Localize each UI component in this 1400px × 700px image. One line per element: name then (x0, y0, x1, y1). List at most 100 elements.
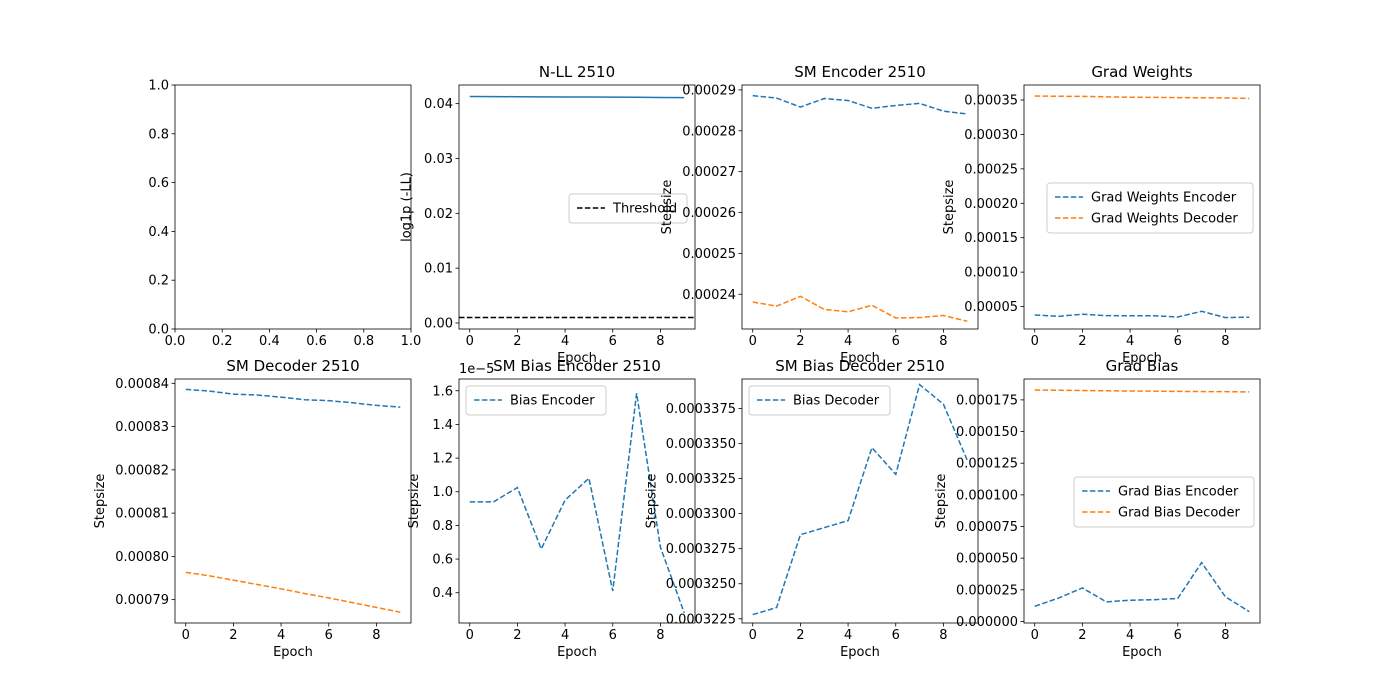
x-tick-label: 8 (656, 334, 664, 349)
y-tick-label: 0.0003325 (666, 472, 736, 487)
x-axis-label: Epoch (840, 645, 880, 660)
y-tick-label: 1.0 (432, 485, 453, 500)
x-tick-label: 6 (1174, 628, 1182, 643)
y-tick-label: 0.000100 (956, 488, 1018, 503)
subplot-6: 0 2 4 6 8 0.4 0.6 0.8 1.0 1.2 1.4 1.6 SM Bias Encode… (407, 357, 696, 660)
x-tick-label: 2 (513, 334, 521, 349)
x-tick-label: 6 (892, 628, 900, 643)
x-tick-label: 2 (1078, 628, 1086, 643)
y-tick-label: 0.00035 (964, 94, 1018, 109)
y-axis-label: Stepsize (645, 474, 660, 529)
subplot-title: SM Bias Decoder 2510 (775, 357, 945, 375)
series-line-1 (185, 388, 401, 408)
y-tick-label: 1.4 (432, 418, 453, 433)
y-tick-label: 0.00005 (964, 300, 1018, 315)
series-line-2 (1034, 389, 1250, 393)
x-tick-label: 8 (939, 334, 947, 349)
x-axis-label: Epoch (557, 351, 597, 366)
x-axis-label: Epoch (273, 645, 313, 660)
x-tick-label: 6 (609, 628, 617, 643)
x-tick-label: 6 (892, 334, 900, 349)
x-axis-label: Epoch (1122, 351, 1162, 366)
x-tick-label: 2 (1078, 334, 1086, 349)
x-tick-label: 0.8 (353, 334, 374, 349)
y-tick-label: 0.00 (424, 316, 453, 331)
subplot-2: 0 2 4 6 8 0.00 0.01 0.02 0.03 0.04 N-LL 2510 Epoch l… (400, 63, 696, 366)
x-tick-label: 0 (466, 334, 474, 349)
y-tick-label: 0.04 (424, 97, 453, 112)
y-tick-label: 0.0003300 (666, 507, 736, 522)
y-tick-label: 0.000050 (956, 552, 1018, 567)
subplot-5: 0 2 4 6 8 0.00079 0.00080 0.00081 0.00082 0.00083… (93, 357, 412, 660)
y-tick-label: 0.0003225 (666, 612, 736, 627)
x-tick-label: 0 (182, 628, 190, 643)
y-tick-label: 0.00025 (682, 247, 736, 262)
x-tick-label: 2 (513, 628, 521, 643)
axes-frame (741, 378, 979, 624)
legend-entry: Bias Decoder (793, 394, 880, 409)
series-line-1 (469, 95, 685, 99)
y-tick-label: 0.00081 (115, 507, 169, 522)
y-axis-label: log1p (-LL) (400, 172, 415, 242)
x-tick-label: 8 (939, 628, 947, 643)
x-tick-label: 8 (656, 628, 664, 643)
y-tick-label: 0.00020 (964, 197, 1018, 212)
series-line-1 (1034, 561, 1250, 613)
y-tick-label: 0.00025 (964, 162, 1018, 177)
y-tick-label: 0.000175 (956, 393, 1018, 408)
y-tick-label: 0.00026 (682, 206, 736, 221)
x-axis-label: Epoch (840, 351, 880, 366)
y-tick-label: 0.2 (148, 274, 169, 289)
x-tick-label: 2 (229, 628, 237, 643)
legend-entry: Grad Weights Encoder (1091, 191, 1237, 206)
x-tick-label: 0.2 (212, 334, 233, 349)
x-tick-label: 4 (1126, 334, 1134, 349)
y-tick-label: 0.000025 (956, 583, 1018, 598)
x-tick-label: 0.0 (165, 334, 186, 349)
y-tick-label: 0.4 (432, 586, 453, 601)
axes-frame (458, 378, 696, 624)
legend-entry: Grad Weights Decoder (1091, 212, 1238, 227)
y-tick-label: 0.0003350 (666, 437, 736, 452)
subplot-title: Grad Weights (1091, 63, 1193, 81)
x-tick-label: 0 (749, 628, 757, 643)
y-axis-label: Stepsize (407, 474, 422, 529)
x-tick-label: 2 (796, 334, 804, 349)
series-line-1 (1034, 310, 1250, 319)
x-tick-label: 6 (325, 628, 333, 643)
series-line-2 (1034, 95, 1250, 100)
y-tick-label: 0.00080 (115, 550, 169, 565)
x-tick-label: 6 (609, 334, 617, 349)
x-tick-label: 8 (372, 628, 380, 643)
y-tick-label: 0.000150 (956, 425, 1018, 440)
x-tick-label: 4 (561, 334, 569, 349)
subplot-title: SM Bias Encoder 2510 (493, 357, 661, 375)
y-tick-label: 0.00024 (682, 288, 736, 303)
x-tick-label: 2 (796, 628, 804, 643)
subplot-title: SM Decoder 2510 (226, 357, 359, 375)
subplot-title: Grad Bias (1106, 357, 1179, 375)
y-tick-label: 0.0003275 (666, 542, 736, 557)
y-tick-label: 0.00029 (682, 83, 736, 98)
legend-entry: Grad Bias Decoder (1118, 506, 1241, 521)
y-axis-label: Stepsize (942, 180, 957, 235)
y-tick-label: 0.0 (148, 323, 169, 338)
legend: Threshold (568, 193, 688, 224)
y-tick-label: 0.00082 (115, 463, 169, 478)
y-tick-label: 0.03 (424, 152, 453, 167)
x-tick-label: 8 (1221, 334, 1229, 349)
x-tick-label: 6 (1174, 334, 1182, 349)
y-tick-label: 0.00083 (115, 420, 169, 435)
y-tick-label: 0.00010 (964, 266, 1018, 281)
y-tick-label: 0.00015 (964, 231, 1018, 246)
y-tick-label: 0.00084 (115, 377, 169, 392)
y-axis-label: Stepsize (934, 474, 949, 529)
series-line-2 (185, 571, 401, 613)
x-tick-label: 0 (1031, 334, 1039, 349)
series-line-1 (752, 94, 968, 115)
legend: Bias Decoder (748, 385, 891, 416)
legend-entry: Grad Bias Encoder (1118, 485, 1239, 500)
y-tick-label: 0.4 (148, 225, 169, 240)
x-tick-label: 0.4 (259, 334, 280, 349)
y-tick-label: 0.0003375 (666, 402, 736, 417)
